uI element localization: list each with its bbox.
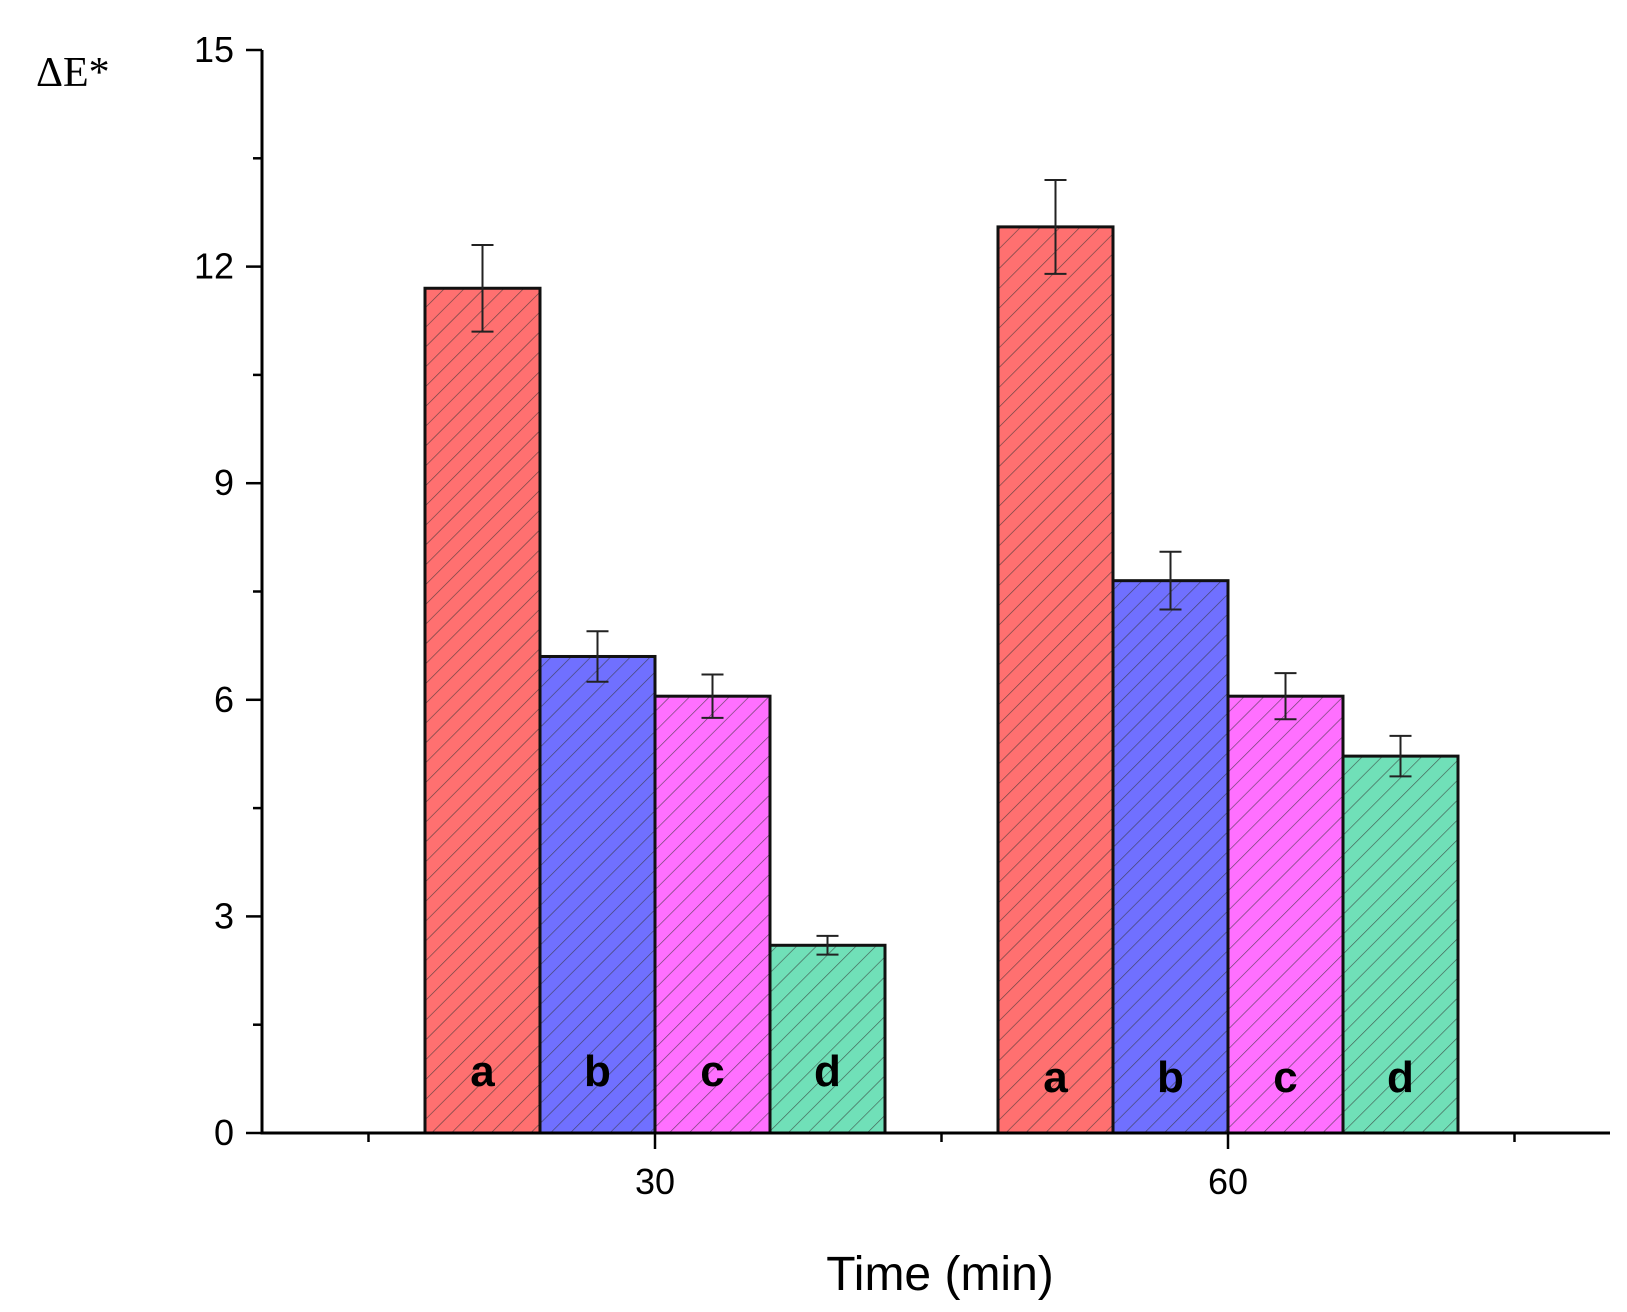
y-axis-title: ΔE* — [36, 50, 110, 96]
bar-label-d-30: d — [814, 1047, 841, 1096]
y-tick-label-6: 6 — [214, 679, 234, 720]
bar-a-60 — [996, 225, 1115, 1135]
y-tick-label-9: 9 — [214, 462, 234, 503]
bar-b-30 — [538, 654, 657, 1135]
axes-layer: 0 3 6 9 12 15 30 60 — [194, 29, 1610, 1202]
y-tick-label-3: 3 — [214, 895, 234, 936]
x-axis-title: Time (min) — [826, 1248, 1054, 1301]
bar-label-a-60: a — [1043, 1053, 1068, 1102]
bars-layer — [423, 225, 1460, 1135]
y-tick-label-15: 15 — [194, 29, 234, 70]
bar-a-30 — [423, 286, 542, 1135]
y-tick-label-12: 12 — [194, 246, 234, 287]
bar-c-30 — [653, 694, 772, 1135]
bar-label-c-30: c — [700, 1047, 724, 1096]
x-tick-label-30: 30 — [635, 1161, 675, 1202]
bar-label-b-60: b — [1157, 1053, 1184, 1102]
error-bars-layer — [471, 178, 1412, 956]
bar-label-c-60: c — [1273, 1053, 1297, 1102]
bar-label-b-30: b — [584, 1047, 611, 1096]
bar-d-60 — [1341, 754, 1460, 1135]
bar-label-a-30: a — [470, 1047, 495, 1096]
bar-label-d-60: d — [1387, 1053, 1414, 1102]
y-tick-label-0: 0 — [214, 1112, 234, 1153]
x-tick-label-60: 60 — [1208, 1161, 1248, 1202]
bar-b-60 — [1111, 579, 1230, 1135]
bar-d-30 — [768, 943, 887, 1135]
